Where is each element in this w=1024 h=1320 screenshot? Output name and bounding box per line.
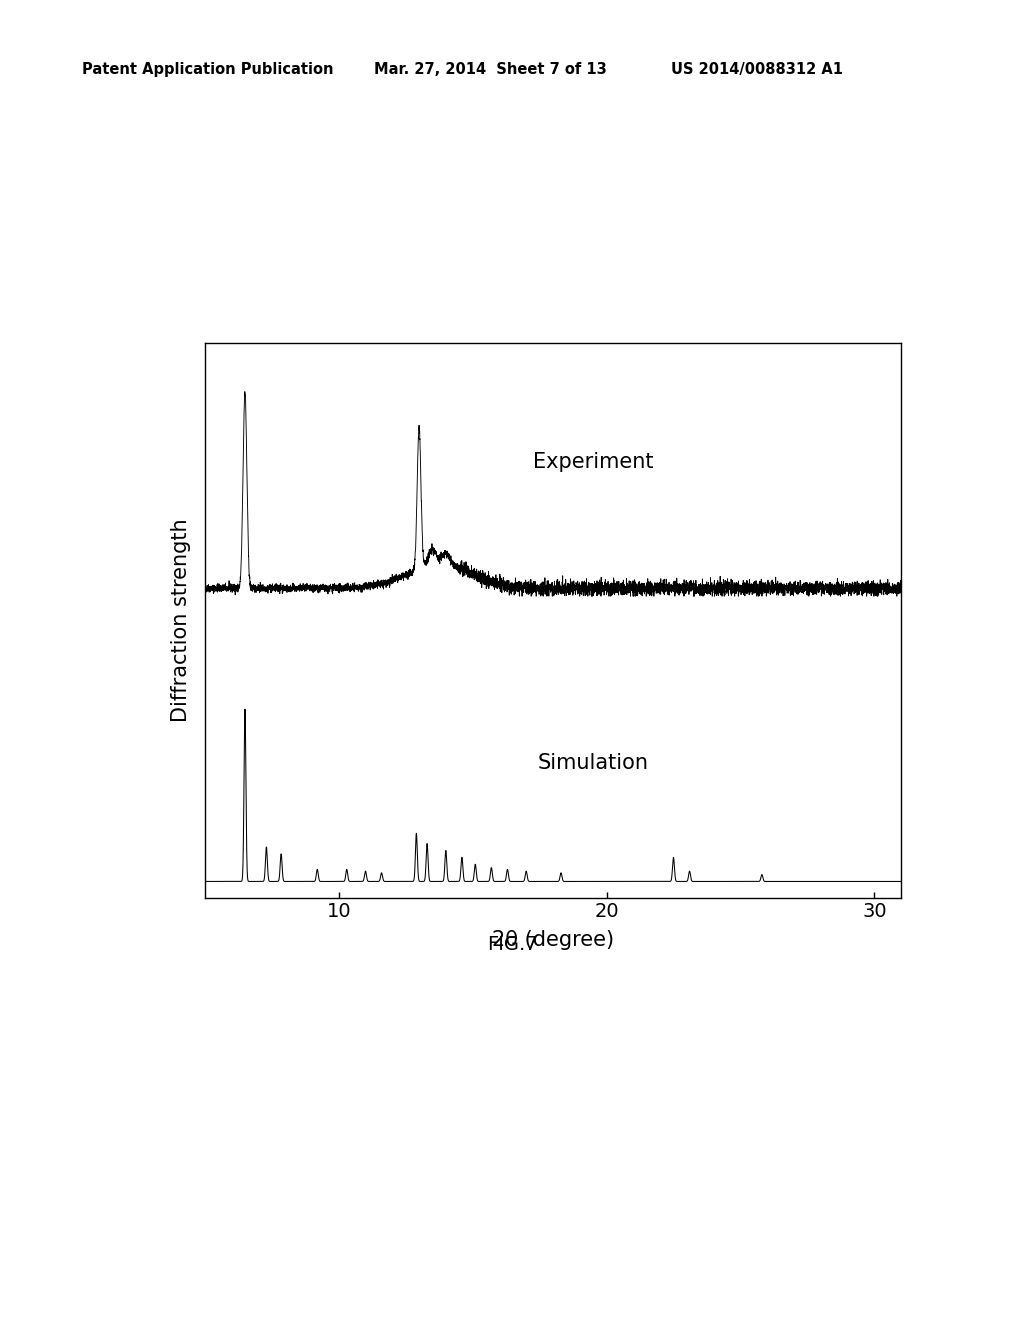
Text: Patent Application Publication: Patent Application Publication [82,62,334,77]
Text: US 2014/0088312 A1: US 2014/0088312 A1 [671,62,843,77]
X-axis label: 2θ (degree): 2θ (degree) [492,929,614,950]
Y-axis label: Diffraction strength: Diffraction strength [171,519,190,722]
Text: Mar. 27, 2014  Sheet 7 of 13: Mar. 27, 2014 Sheet 7 of 13 [374,62,606,77]
Text: Simulation: Simulation [538,752,648,774]
Text: FIG.7: FIG.7 [486,936,538,954]
Text: Experiment: Experiment [532,451,653,471]
